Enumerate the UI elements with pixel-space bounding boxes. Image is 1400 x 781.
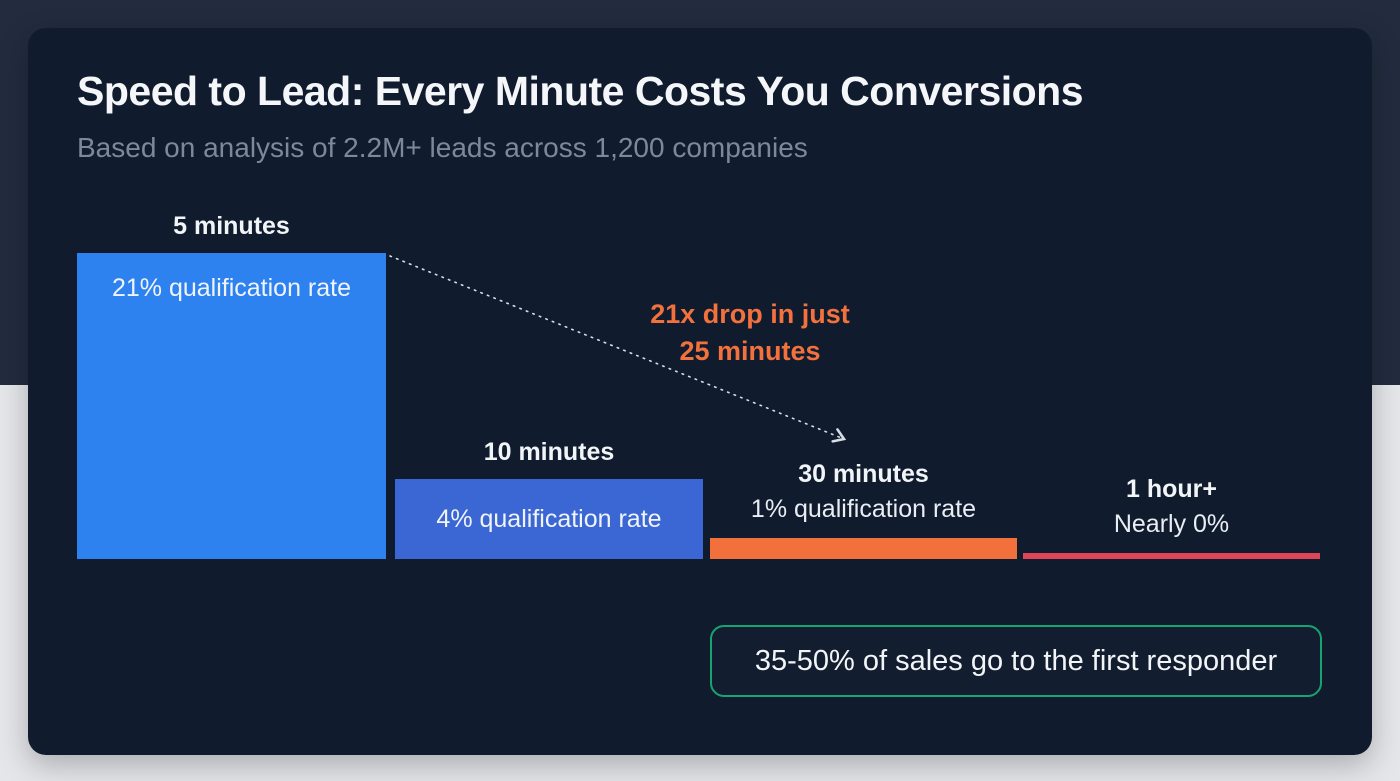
first-responder-callout: 35-50% of sales go to the first responde…	[710, 625, 1322, 697]
drop-annotation-line1: 21x drop in just	[650, 299, 850, 329]
bar-category-label: 1 hour+	[1126, 475, 1217, 503]
page-subtitle: Based on analysis of 2.2M+ leads across …	[77, 132, 808, 163]
bar-group-10-minutes: 10 minutes 4% qualification rate	[395, 438, 703, 559]
bar-5-minutes: 21% qualification rate	[77, 253, 386, 559]
first-responder-callout-text: 35-50% of sales go to the first responde…	[754, 644, 1278, 677]
bar-10-minutes: 4% qualification rate	[395, 479, 703, 559]
bar-value-label: Nearly 0%	[1113, 510, 1230, 538]
bar-value-label: 4% qualification rate	[436, 504, 662, 533]
bar-30-minutes	[710, 538, 1017, 559]
bar-group-30-minutes: 30 minutes 1% qualification rate	[710, 460, 1017, 559]
drop-annotation-line2: 25 minutes	[679, 336, 821, 366]
page-title: Speed to Lead: Every Minute Costs You Co…	[77, 68, 1084, 114]
bar-category-label: 5 minutes	[173, 212, 290, 240]
bar-group-5-minutes: 5 minutes 21% qualification rate	[77, 212, 386, 559]
bar-category-label: 10 minutes	[483, 438, 615, 466]
bar-value-label: 21% qualification rate	[111, 274, 352, 302]
bar-group-1-hour-plus: 1 hour+ Nearly 0%	[1023, 475, 1320, 559]
bar-value-label: 1% qualification rate	[750, 495, 977, 523]
bar-category-label: 30 minutes	[798, 460, 929, 488]
infographic-card: Speed to Lead: Every Minute Costs You Co…	[28, 28, 1372, 755]
bar-1-hour-plus	[1023, 553, 1320, 559]
bar-chart: 5 minutes 21% qualification rate 10 minu…	[77, 198, 1327, 559]
drop-annotation: 21x drop in just 25 minutes	[575, 296, 925, 370]
